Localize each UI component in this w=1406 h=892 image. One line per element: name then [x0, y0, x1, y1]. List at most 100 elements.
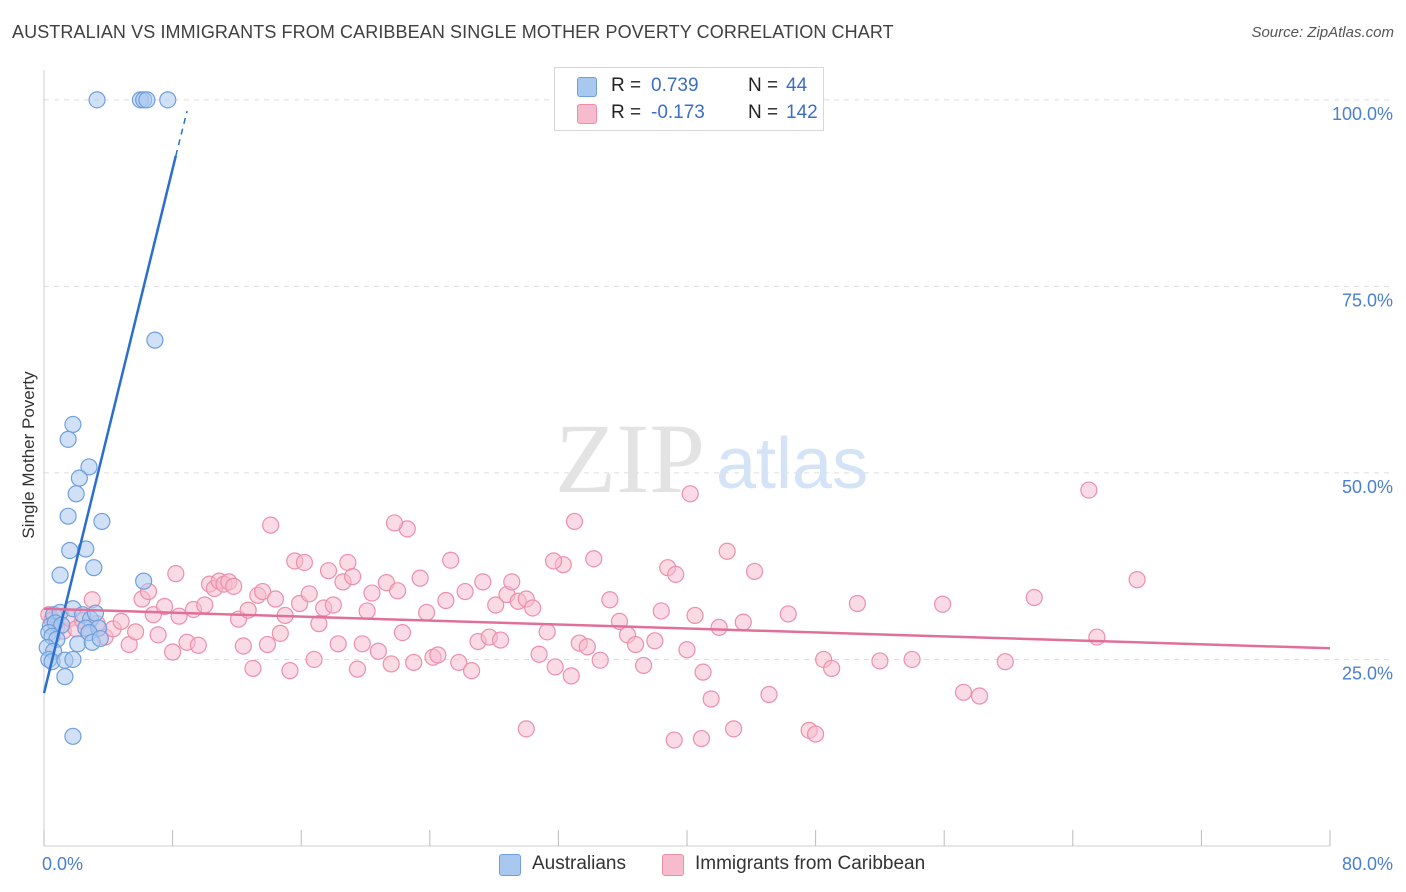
caribbean-point — [487, 596, 505, 614]
y-tick-label: 25.0% — [1342, 663, 1393, 683]
legend-r-label: R = — [611, 75, 642, 96]
y-tick-label: 75.0% — [1342, 290, 1393, 310]
caribbean-point — [254, 582, 272, 601]
australian-point — [56, 668, 74, 686]
caribbean-point — [1128, 571, 1146, 589]
caribbean-point — [760, 685, 778, 704]
caribbean-point — [578, 638, 596, 656]
australian-point — [138, 91, 156, 109]
caribbean-point — [127, 623, 145, 641]
caribbean-point — [538, 623, 556, 641]
caribbean-point — [710, 618, 728, 636]
caribbean-point — [694, 663, 712, 681]
australians-trend-line — [42, 155, 178, 694]
legend-r-value: -0.173 — [651, 102, 705, 123]
caribbean-point — [1088, 628, 1106, 646]
caribbean-point — [634, 656, 653, 675]
watermark-zip: ZIP — [555, 403, 705, 514]
caribbean-point — [667, 565, 685, 584]
caribbean-point — [324, 596, 342, 614]
x-tick-label: 80.0% — [1342, 854, 1393, 874]
australian-point — [59, 507, 77, 525]
caribbean-point — [429, 646, 447, 664]
caribbean-point — [954, 683, 973, 701]
grid-lines — [44, 99, 1392, 660]
caribbean-point — [491, 631, 510, 649]
caribbean-point — [681, 485, 699, 503]
caribbean-point — [565, 512, 584, 531]
australian-point — [93, 512, 111, 531]
y-tick-label: 50.0% — [1342, 477, 1393, 497]
x-tick-label: 0.0% — [42, 854, 83, 874]
australian-point — [91, 629, 109, 648]
australian-point — [146, 331, 164, 349]
tick-labels: 25.0% 50.0% 75.0% 100.0% 0.0% 80.0% — [42, 104, 1393, 874]
legend-swatch-blue — [499, 854, 521, 876]
caribbean-point — [363, 584, 381, 602]
legend-swatch-pink — [577, 104, 597, 124]
legend-swatch-pink — [662, 854, 684, 876]
watermark: ZIP atlas — [555, 403, 868, 514]
caribbean-point — [562, 667, 580, 685]
australian-point — [59, 430, 77, 448]
source-label: Source: ZipAtlas.com — [1251, 24, 1394, 41]
legend-n-label: N = — [748, 102, 779, 123]
australian-point — [80, 458, 98, 476]
caribbean-point — [339, 553, 357, 572]
caribbean-trend-line — [43, 607, 1331, 650]
caribbean-point — [734, 613, 752, 631]
legend-item-label: Immigrants from Caribbean — [695, 853, 926, 874]
australian-point — [61, 541, 79, 560]
caribbean-point — [266, 590, 285, 608]
caribbean-point — [503, 573, 521, 591]
legend-n-value: 142 — [786, 102, 818, 123]
caribbean-point — [348, 660, 367, 678]
caribbean-point — [382, 655, 400, 673]
caribbean-point — [996, 653, 1014, 671]
australian-point — [64, 727, 82, 745]
caribbean-point — [353, 635, 371, 653]
caribbean-point — [164, 643, 182, 661]
caribbean-point — [329, 635, 347, 653]
caribbean-point — [745, 562, 764, 581]
caribbean-point — [300, 585, 318, 603]
caribbean-point — [155, 597, 174, 616]
caribbean-point — [450, 653, 468, 672]
australian-point — [67, 485, 85, 503]
caribbean-point — [225, 577, 243, 595]
caribbean-point — [456, 582, 474, 601]
caribbean-point — [678, 641, 696, 659]
legend-swatch-blue — [577, 77, 597, 97]
caribbean-point — [686, 606, 704, 625]
caribbean-point — [665, 731, 683, 749]
caribbean-point — [319, 562, 338, 580]
caribbean-point — [970, 687, 989, 705]
caribbean-point — [517, 720, 535, 738]
legend-r-value: 0.739 — [651, 75, 699, 96]
australian-point — [85, 559, 103, 577]
caribbean-point — [442, 551, 460, 569]
caribbean-point — [530, 645, 548, 663]
caribbean-point — [393, 623, 412, 642]
legend-n-label: N = — [748, 75, 779, 96]
caribbean-point — [369, 642, 387, 660]
y-tick-label: 100.0% — [1332, 104, 1393, 124]
legend-r-label: R = — [611, 102, 642, 123]
legend-item-label: Australians — [532, 853, 626, 874]
caribbean-point — [149, 626, 167, 644]
caribbean-point — [718, 542, 736, 560]
caribbean-point — [601, 591, 619, 609]
axes — [43, 70, 1331, 847]
australian-point — [88, 91, 106, 109]
series-legend: Australians Immigrants from Caribbean — [0, 852, 1406, 878]
caribbean-point — [544, 552, 563, 570]
series-caribbean-points — [40, 481, 1146, 749]
australian-point — [64, 650, 82, 669]
caribbean-point — [702, 690, 720, 708]
caribbean-point — [405, 653, 423, 672]
caribbean-point — [234, 637, 252, 655]
legend-n-value: 44 — [786, 75, 808, 96]
caribbean-point — [358, 602, 376, 620]
caribbean-point — [295, 553, 314, 572]
caribbean-point — [933, 595, 952, 613]
